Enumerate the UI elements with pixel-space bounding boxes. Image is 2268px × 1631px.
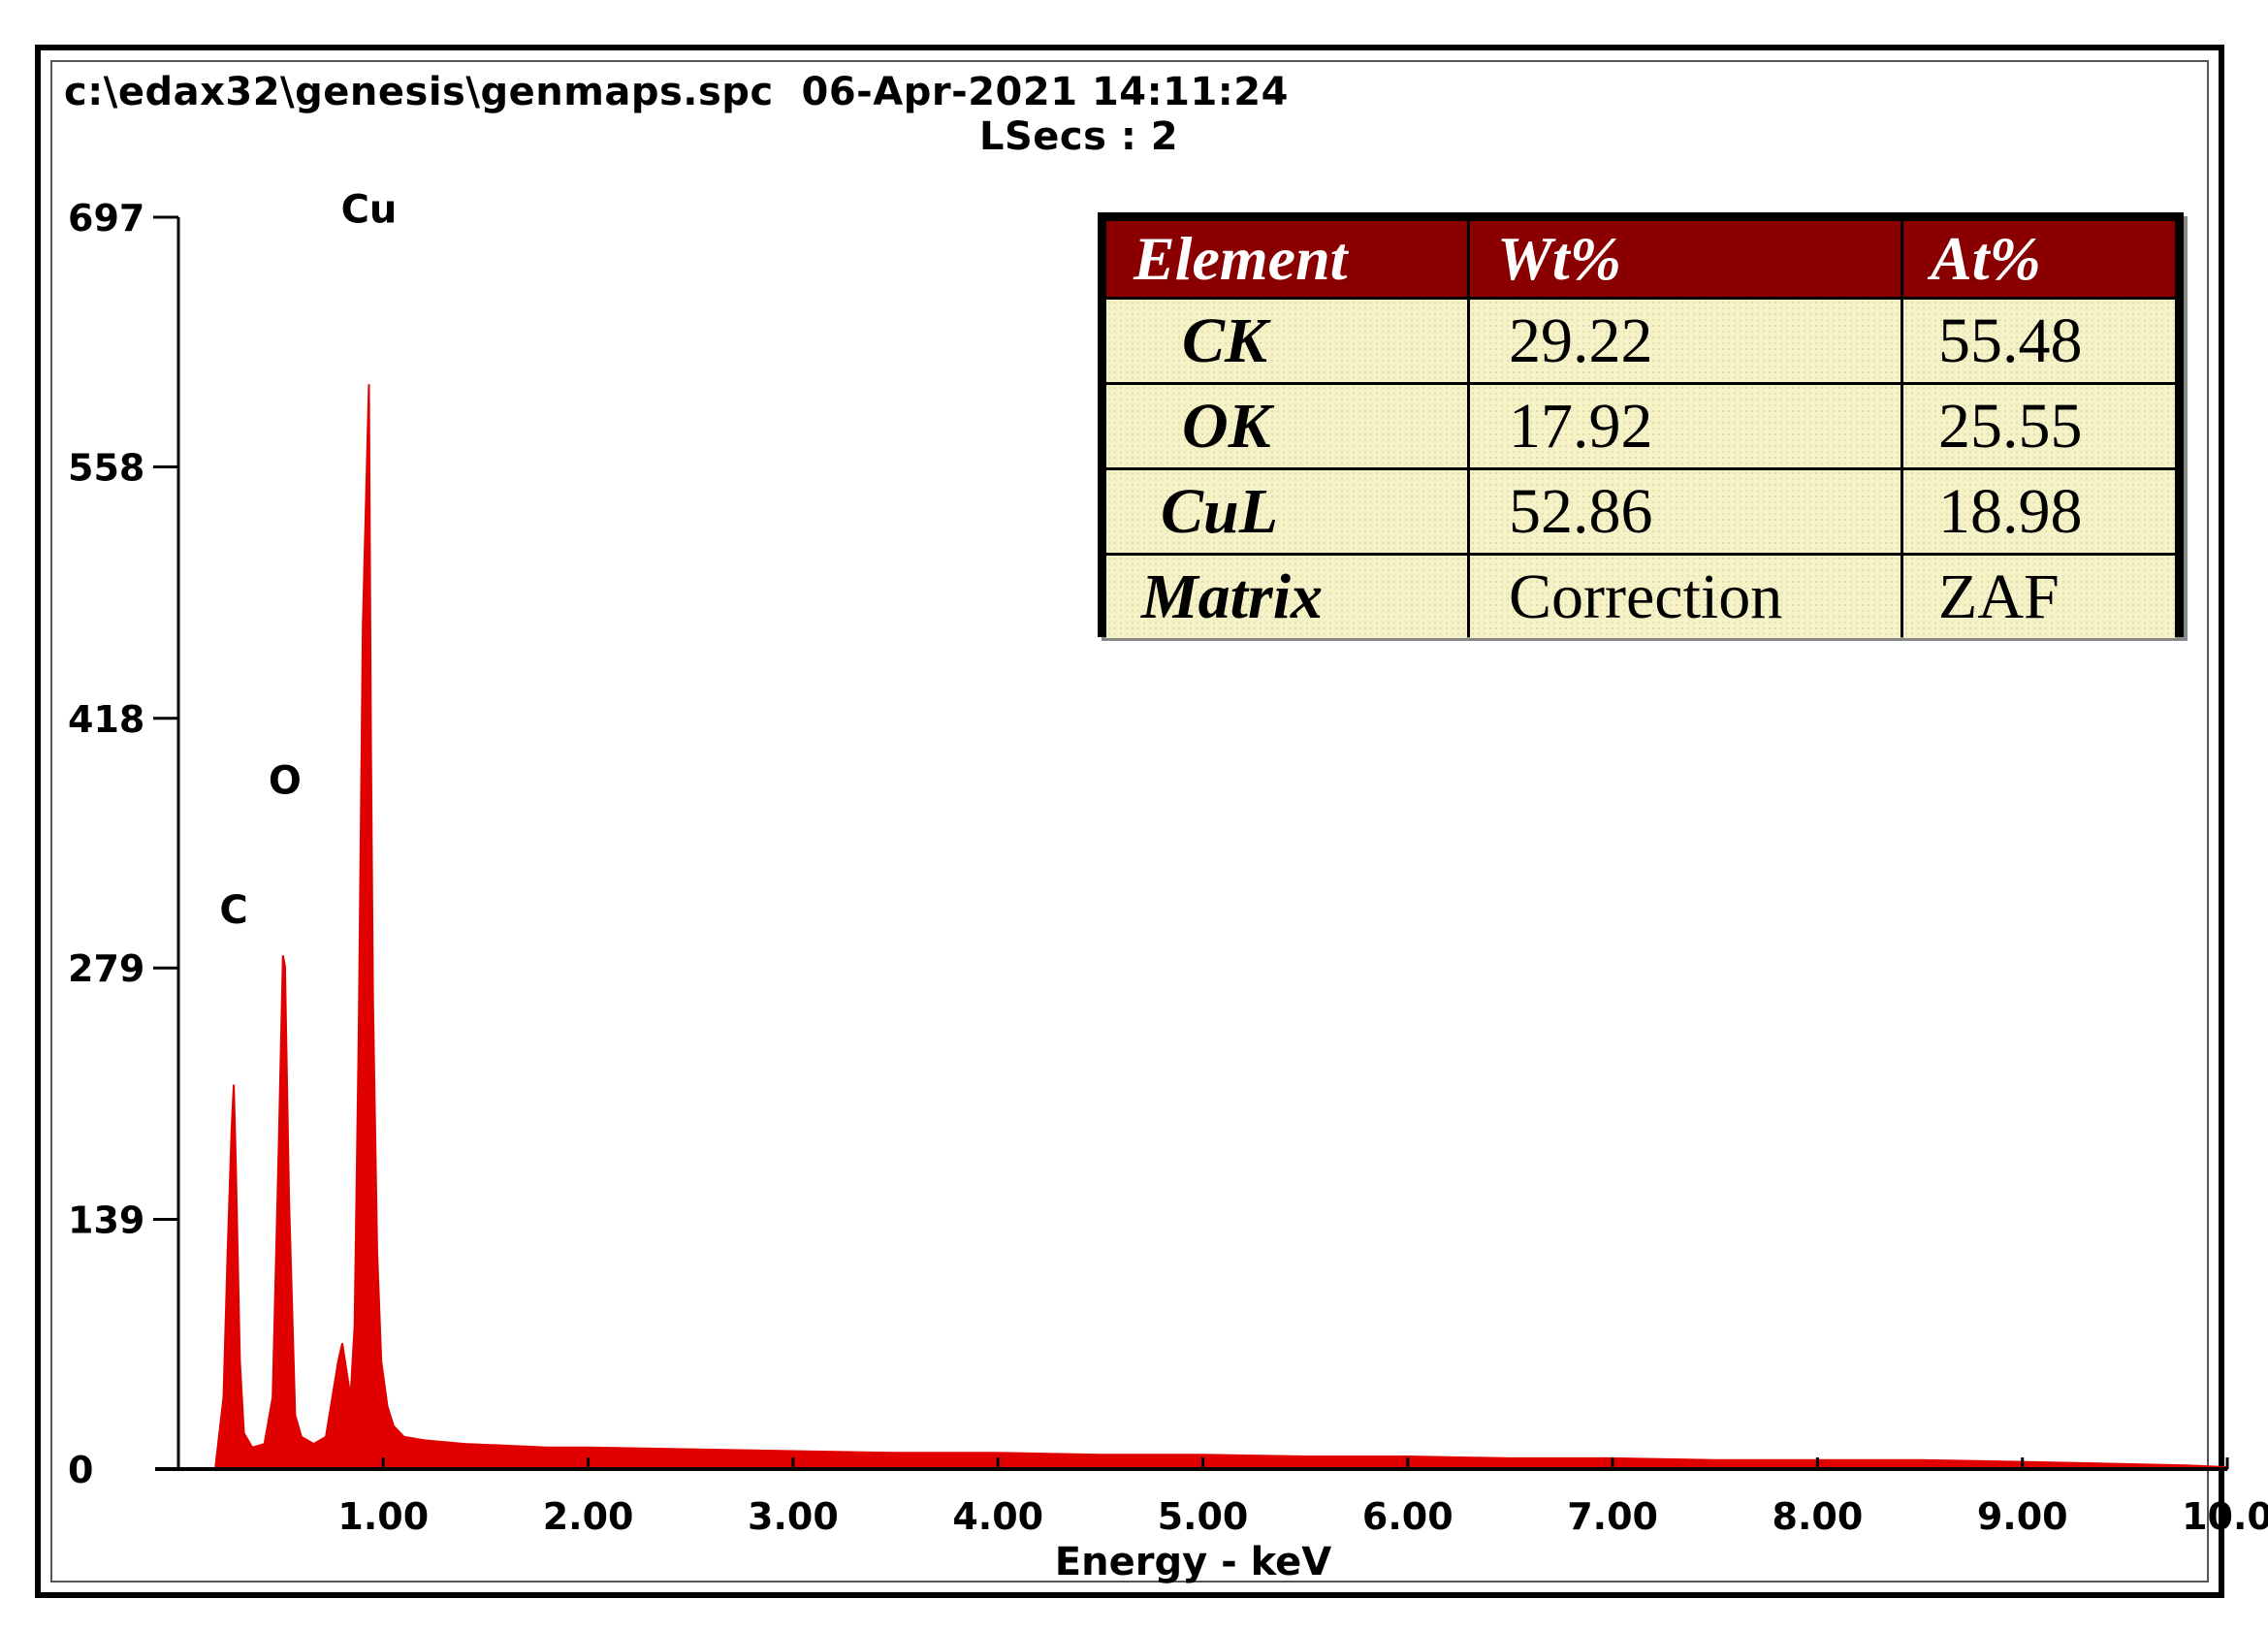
file-path: c:\edax32\genesis\genmaps.spc <box>64 70 774 114</box>
acquisition-datetime: 06-Apr-2021 14:11:24 <box>801 70 1289 114</box>
table-cell-at: ZAF <box>1903 556 2175 638</box>
x-tick-label: 2.00 <box>543 1495 634 1538</box>
x-tick-label: 10.0 <box>2182 1495 2268 1538</box>
table-header-at: At% <box>1903 221 2175 297</box>
x-tick-label: 1.00 <box>337 1495 429 1538</box>
x-tick-label: 7.00 <box>1567 1495 1658 1538</box>
spectrum-series <box>213 384 2228 1470</box>
table-cell-element: CuL <box>1106 470 1467 553</box>
table-cell-at: 18.98 <box>1903 470 2175 553</box>
peak-label: C <box>219 888 247 933</box>
table-cell-element: Matrix <box>1106 556 1467 638</box>
y-tick-label: 558 <box>68 446 144 489</box>
table-header-wt: Wt% <box>1470 221 1901 297</box>
table-header-element: Element <box>1106 221 1467 297</box>
y-tick-label: 697 <box>68 197 144 240</box>
inner-frame <box>50 60 2209 1583</box>
x-tick-label: 8.00 <box>1773 1495 1864 1538</box>
peak-label: O <box>269 759 302 804</box>
table-cell-at: 55.48 <box>1903 300 2175 382</box>
table-cell-element: CK <box>1106 300 1467 382</box>
x-tick-label: 9.00 <box>1977 1495 2068 1538</box>
lsecs-label: LSecs : 2 <box>979 114 1179 159</box>
x-axis-title: Energy - keV <box>1055 1540 1331 1584</box>
y-tick-label: 0 <box>68 1449 93 1491</box>
table-cell-at: 25.55 <box>1903 385 2175 467</box>
y-tick-label: 418 <box>68 698 144 741</box>
table-cell-wt: 52.86 <box>1470 470 1901 553</box>
x-tick-label: 4.00 <box>952 1495 1043 1538</box>
chart-marks: 0 139 279 418 558 697 1.00 2.00 3.00 4.00 5.00 6.00… <box>68 188 2268 1584</box>
x-tick-label: 5.00 <box>1158 1495 1249 1538</box>
x-tick-label: 6.00 <box>1362 1495 1453 1538</box>
y-tick-label: 279 <box>68 947 144 990</box>
table-cell-element: OK <box>1106 385 1467 467</box>
x-tick-label: 3.00 <box>748 1495 839 1538</box>
y-tick-label: 139 <box>68 1199 144 1242</box>
table-cell-wt: 17.92 <box>1470 385 1901 467</box>
quantification-table: Element Wt% At% CK 29.22 55.48 OK 17.92 … <box>1098 212 2184 638</box>
table-cell-wt: Correction <box>1470 556 1901 638</box>
file-header: c:\edax32\genesis\genmaps.spc 06-Apr-202… <box>64 70 1289 114</box>
peak-label: Cu <box>341 188 398 233</box>
table-cell-wt: 29.22 <box>1470 300 1901 382</box>
